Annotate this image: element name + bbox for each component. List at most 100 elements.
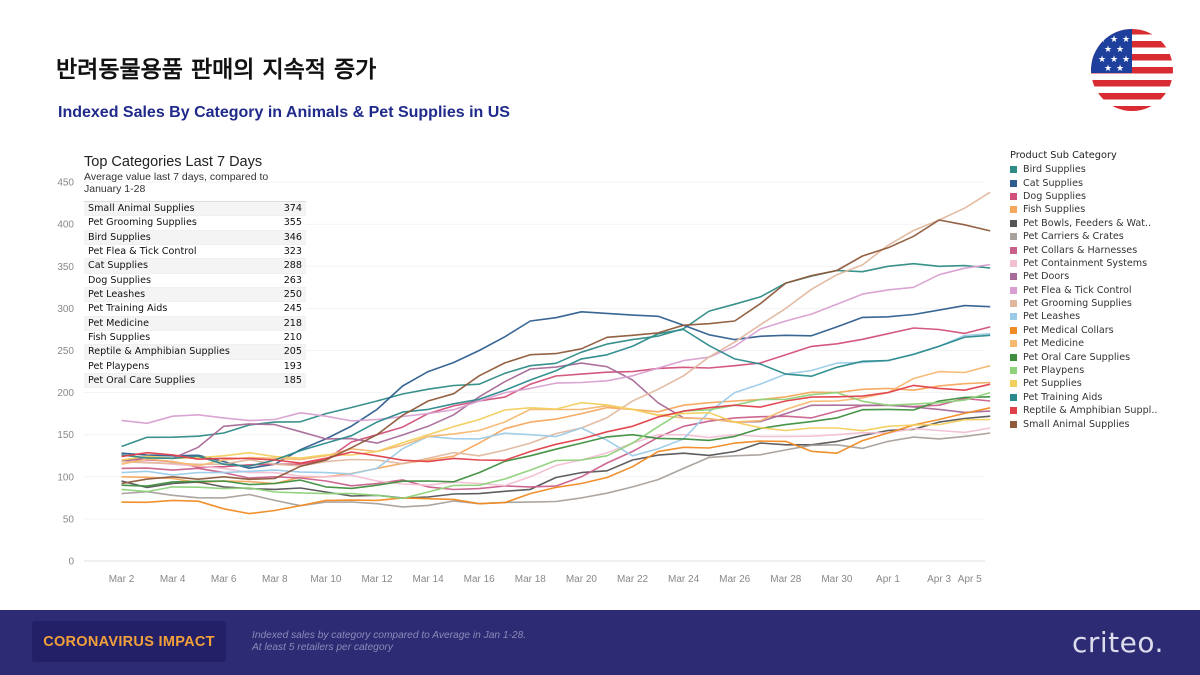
inset-subtitle: Average value last 7 days, compared to J… [84, 171, 269, 195]
svg-text:★: ★ [1122, 35, 1130, 45]
legend-swatch [1010, 420, 1017, 428]
legend-item[interactable]: Reptile & Amphibian Suppl.. [1010, 404, 1195, 417]
legend-item[interactable]: Pet Containment Systems [1010, 257, 1195, 270]
svg-text:★: ★ [1098, 55, 1106, 65]
legend-item[interactable]: Pet Doors [1010, 270, 1195, 283]
legend-swatch [1010, 286, 1017, 294]
x-tick-label: Mar 16 [464, 574, 496, 585]
x-tick-label: Mar 28 [770, 574, 802, 585]
x-tick-label: Mar 18 [515, 574, 547, 585]
legend-item[interactable]: Pet Supplies [1010, 377, 1195, 390]
legend-swatch [1010, 246, 1017, 254]
legend-item[interactable]: Pet Playpens [1010, 364, 1195, 377]
legend-item[interactable]: Bird Supplies [1010, 163, 1195, 176]
category-value: 346 [283, 231, 302, 243]
category-name: Pet Leashes [88, 289, 146, 301]
x-tick-label: Apr 5 [958, 574, 982, 585]
legend-swatch [1010, 393, 1017, 401]
category-name: Pet Oral Care Supplies [88, 375, 196, 387]
table-row: Fish Supplies 210 [84, 331, 306, 346]
category-value: 288 [283, 260, 302, 272]
series-line [121, 396, 991, 490]
legend-swatch [1010, 233, 1017, 241]
series-line [121, 328, 991, 468]
legend-label: Pet Containment Systems [1023, 257, 1148, 269]
legend-swatch [1010, 166, 1017, 174]
legend-item[interactable]: Pet Leashes [1010, 310, 1195, 323]
x-tick-label: Mar 6 [211, 574, 237, 585]
x-tick-label: Mar 20 [566, 574, 598, 585]
footer-note-line2: At least 5 retailers per category [252, 642, 393, 653]
table-row: Pet Medicine 218 [84, 316, 306, 332]
legend-item[interactable]: Dog Supplies [1010, 190, 1195, 203]
y-tick-label: 450 [57, 178, 74, 189]
legend-item[interactable]: Pet Grooming Supplies [1010, 297, 1195, 310]
category-value: 218 [283, 317, 302, 329]
category-name: Pet Grooming Supplies [88, 217, 197, 229]
coronavirus-impact-badge: CORONAVIRUS IMPACT [32, 621, 226, 662]
series-line [121, 383, 991, 464]
series-line [121, 304, 991, 470]
y-tick-label: 150 [57, 430, 74, 441]
y-tick-label: 300 [57, 304, 74, 315]
page-title: 반려동물용품 판매의 지속적 증가 [56, 57, 377, 83]
legend-item[interactable]: Pet Medical Collars [1010, 324, 1195, 337]
table-row: Pet Grooming Supplies 355 [84, 216, 306, 231]
chart-subtitle: Indexed Sales By Category in Animals & P… [58, 104, 510, 121]
x-tick-label: Mar 30 [821, 574, 853, 585]
category-name: Dog Supplies [88, 274, 151, 286]
legend-item[interactable]: Pet Training Aids [1010, 391, 1195, 404]
category-value: 374 [283, 203, 302, 214]
table-row: Pet Oral Care Supplies 185 [84, 374, 306, 389]
svg-text:★: ★ [1116, 64, 1124, 74]
y-tick-label: 250 [57, 346, 74, 357]
x-tick-label: Mar 8 [262, 574, 288, 585]
legend-swatch [1010, 219, 1017, 227]
legend-label: Pet Training Aids [1023, 391, 1103, 403]
legend-item[interactable]: Cat Supplies [1010, 176, 1195, 189]
legend-label: Pet Bowls, Feeders & Wat.. [1023, 217, 1152, 229]
legend-swatch [1010, 326, 1017, 334]
legend-item[interactable]: Pet Oral Care Supplies [1010, 350, 1195, 363]
series-line [121, 427, 991, 487]
legend-item[interactable]: Fish Supplies [1010, 203, 1195, 216]
legend-label: Bird Supplies [1023, 164, 1086, 176]
series-line [121, 326, 991, 469]
table-row: Pet Playpens 193 [84, 359, 306, 375]
legend-label: Pet Medicine [1023, 338, 1085, 350]
legend-item[interactable]: Pet Collars & Harnesses [1010, 243, 1195, 256]
legend-label: Reptile & Amphibian Suppl.. [1023, 405, 1158, 417]
x-tick-label: Apr 3 [927, 574, 951, 585]
category-name: Pet Medicine [88, 317, 150, 329]
table-row: Dog Supplies 263 [84, 273, 306, 289]
criteo-logo: criteo. [1072, 626, 1164, 659]
footer-note-line1: Indexed sales by category compared to Av… [252, 630, 527, 641]
x-tick-label: Mar 2 [109, 574, 135, 585]
table-row: Reptile & Amphibian Supplies 205 [84, 345, 306, 360]
legend-item[interactable]: Small Animal Supplies [1010, 417, 1195, 430]
x-tick-label: Mar 26 [719, 574, 751, 585]
category-name: Cat Supplies [88, 260, 148, 272]
legend-label: Pet Supplies [1023, 378, 1082, 390]
series-line [121, 332, 991, 476]
category-value: 263 [283, 274, 302, 286]
series-line [121, 397, 991, 491]
legend-item[interactable]: Pet Flea & Tick Control [1010, 284, 1195, 297]
x-tick-label: Mar 12 [361, 574, 393, 585]
legend-label: Cat Supplies [1023, 177, 1083, 189]
x-tick-label: Mar 24 [668, 574, 700, 585]
legend-swatch [1010, 340, 1017, 348]
top-categories-table: Small Animal Supplies 374 Pet Grooming Sup… [84, 201, 306, 389]
legend-item[interactable]: Pet Bowls, Feeders & Wat.. [1010, 217, 1195, 230]
table-row: Small Animal Supplies 374 [84, 202, 306, 217]
x-tick-label: Mar 14 [413, 574, 445, 585]
x-tick-label: Mar 4 [160, 574, 186, 585]
legend-label: Pet Doors [1023, 271, 1070, 283]
series-line [121, 219, 991, 485]
category-value: 323 [283, 246, 302, 258]
category-value: 210 [283, 332, 302, 344]
legend-label: Small Animal Supplies [1023, 418, 1130, 430]
legend-item[interactable]: Pet Medicine [1010, 337, 1195, 350]
legend-item[interactable]: Pet Carriers & Crates [1010, 230, 1195, 243]
category-value: 193 [283, 360, 302, 372]
